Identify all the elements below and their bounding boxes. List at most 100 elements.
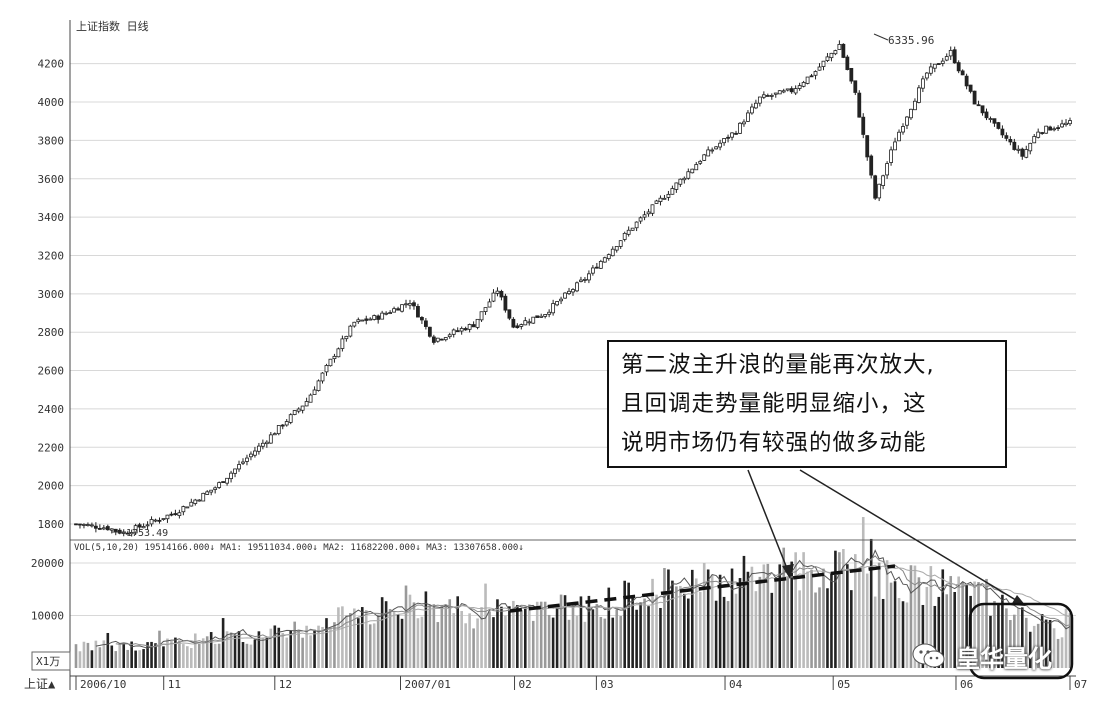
volume-bar <box>416 618 420 668</box>
volume-bar <box>126 649 129 668</box>
candle-body <box>296 408 301 412</box>
volume-bar <box>857 568 861 668</box>
candle-body <box>511 318 516 328</box>
candle-body <box>396 308 400 311</box>
candle-body <box>928 66 933 74</box>
candle-body <box>793 88 798 94</box>
volume-bar <box>842 548 845 668</box>
candle-body <box>905 116 909 126</box>
callout-pointer-right <box>799 469 1025 606</box>
candle-body <box>634 221 639 229</box>
volume-bar <box>981 603 984 668</box>
volume-bar <box>384 601 388 668</box>
candle-body <box>825 56 830 61</box>
candle-body <box>209 489 214 493</box>
candle-body <box>531 316 536 324</box>
candle-body <box>97 528 102 530</box>
candle-body <box>427 326 432 337</box>
candle-body <box>523 320 528 326</box>
candle-body <box>471 324 476 328</box>
volume-bar <box>428 604 432 668</box>
candle-body <box>642 214 647 218</box>
volume-bar <box>436 622 440 668</box>
volume-bar <box>273 625 277 668</box>
candle-body <box>201 492 206 502</box>
volume-bar <box>448 599 452 668</box>
candle-body <box>917 87 921 103</box>
candle-body <box>889 149 893 163</box>
candle-body <box>710 149 715 152</box>
volume-bar <box>444 604 448 668</box>
candle-body <box>316 380 321 391</box>
volume-trend-dashes <box>509 564 896 613</box>
volume-bar <box>846 564 849 668</box>
volume-bar <box>965 585 968 668</box>
volume-bar <box>253 639 257 668</box>
volume-bar <box>810 569 813 668</box>
volume-bar <box>1060 637 1064 668</box>
volume-bar <box>555 607 559 668</box>
candle-body <box>734 132 738 135</box>
low-price-label: 1753.49 <box>126 528 168 539</box>
candle-body <box>539 315 544 318</box>
price-axis: 1800 2000 2200 2400 2600 2800 3000 3200 3400 3600… <box>38 58 65 531</box>
volume-bar <box>221 618 225 668</box>
volume-bar <box>790 561 793 668</box>
price-tick-label: 3800 <box>38 134 65 147</box>
candle-body <box>459 328 464 332</box>
volume-bar <box>472 628 475 668</box>
volume-bar <box>313 629 316 668</box>
candle-body <box>177 512 182 516</box>
date-tick-label: 07 <box>1074 678 1087 691</box>
candle-body <box>547 311 552 315</box>
candle-body <box>750 106 754 114</box>
volume-bar <box>567 619 571 668</box>
price-tick-label: 2000 <box>38 480 65 493</box>
volume-bar <box>508 606 511 668</box>
volume-bar <box>770 592 774 668</box>
candle-body <box>479 311 484 321</box>
volume-header: VOL(5,10,20) 19514166.000↓ MA1: 19511034… <box>74 543 524 553</box>
volume-bar <box>281 632 285 668</box>
volume-bar <box>591 609 595 668</box>
candle-body <box>976 104 981 107</box>
candle-body <box>602 257 607 263</box>
volume-bar <box>432 604 436 668</box>
candle-body <box>78 523 82 526</box>
volume-bar <box>353 608 356 668</box>
candle-body <box>610 248 615 257</box>
volume-bar <box>110 645 114 668</box>
candle-body <box>559 298 563 302</box>
volume-bar <box>158 630 161 668</box>
volume-bar <box>814 592 817 668</box>
volume-bar <box>782 547 786 668</box>
candle-body <box>777 90 782 95</box>
callout-line-3: 说明市场仍有较强的做多动能 <box>621 430 927 456</box>
candle-body <box>475 318 480 328</box>
candle-body <box>877 183 882 199</box>
candle-body <box>388 312 393 314</box>
volume-bar <box>683 593 686 668</box>
volume-bar <box>309 635 312 668</box>
volume-bar <box>690 569 694 668</box>
candle-body <box>551 303 556 314</box>
candle-body <box>857 92 862 118</box>
volume-bar <box>877 562 881 668</box>
volume-bar <box>257 631 261 668</box>
candle-body <box>662 197 667 200</box>
candle-body <box>165 514 170 520</box>
candle-body <box>666 193 671 198</box>
volume-bar <box>869 538 873 668</box>
candle-body <box>869 155 874 176</box>
candle-body <box>1052 128 1056 131</box>
candle-body <box>781 90 786 93</box>
volume-bar <box>722 596 726 668</box>
volume-bar <box>317 625 320 668</box>
volume-bar <box>496 599 499 668</box>
candle-body <box>920 78 925 89</box>
volume-bar <box>512 600 515 668</box>
volume-bar <box>1005 608 1008 668</box>
candle-body <box>121 532 126 534</box>
volume-bar <box>241 642 245 668</box>
volume-bar <box>122 643 126 668</box>
